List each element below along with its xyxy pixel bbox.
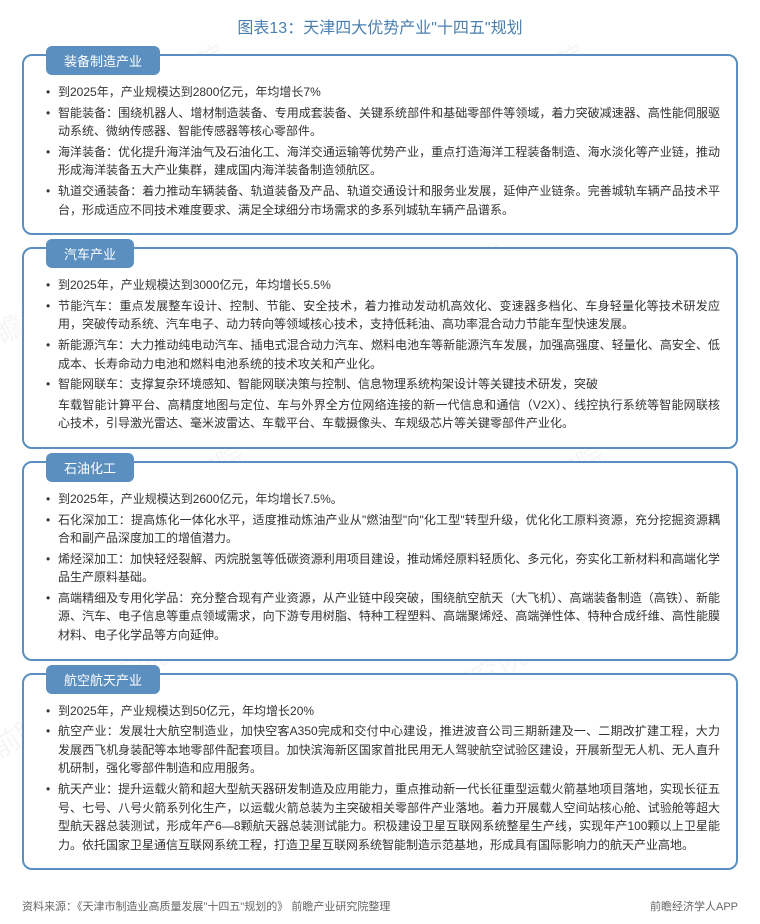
card-list: 到2025年，产业规模达到2800亿元，年均增长7% 智能装备：围绕机器人、增材制…	[40, 83, 720, 219]
list-item: 智能网联车：支撑复杂环境感知、智能网联决策与控制、信息物理系统构架设计等关键技术…	[44, 375, 720, 394]
cards-container: 装备制造产业到2025年，产业规模达到2800亿元，年均增长7%智能装备：围绕机…	[22, 54, 738, 870]
card-header: 装备制造产业	[46, 46, 160, 75]
list-item: 到2025年，产业规模达到2600亿元，年均增长7.5%。	[44, 490, 720, 509]
list-item: 海洋装备：优化提升海洋油气及石油化工、海洋交通运输等优势产业，重点打造海洋工程装…	[44, 143, 720, 180]
footer-app: 前瞻经济学人APP	[650, 898, 738, 914]
list-item: 烯烃深加工：加快轻烃裂解、丙烷脱氢等低碳资源利用项目建设，推动烯烃原料轻质化、多…	[44, 550, 720, 587]
card-list: 到2025年，产业规模达到3000亿元，年均增长5.5% 节能汽车：重点发展整车设…	[40, 276, 720, 394]
list-item-continuation: 车载智能计算平台、高精度地图与定位、车与外界全方位网络连接的新一代信息和通信（V…	[40, 396, 720, 433]
list-item: 节能汽车：重点发展整车设计、控制、节能、安全技术，着力推动发动机高效化、变速器多…	[44, 297, 720, 334]
list-item: 新能源汽车：大力推动纯电动汽车、插电式混合动力汽车、燃料电池车等新能源汽车发展，…	[44, 336, 720, 373]
list-item: 智能装备：围绕机器人、增材制造装备、专用成套装备、关键系统部件和基础零部件等领域…	[44, 104, 720, 141]
chart-title: 图表13：天津四大优势产业"十四五"规划	[22, 14, 738, 38]
industry-card: 石油化工到2025年，产业规模达到2600亿元，年均增长7.5%。石化深加工：提…	[22, 461, 738, 661]
footer-source: 资料来源：《天津市制造业高质量发展"十四五"规划的》 前瞻产业研究院整理	[22, 898, 390, 914]
list-item: 航天产业：提升运载火箭和超大型航天器研发制造及应用能力，重点推动新一代长征重型运…	[44, 780, 720, 854]
list-item: 轨道交通装备：着力推动车辆装备、轨道装备及产品、轨道交通设计和服务业发展，延伸产…	[44, 182, 720, 219]
card-header: 汽车产业	[46, 239, 134, 268]
list-item: 到2025年，产业规模达到50亿元，年均增长20%	[44, 702, 720, 721]
list-item: 到2025年，产业规模达到2800亿元，年均增长7%	[44, 83, 720, 102]
footer: 资料来源：《天津市制造业高质量发展"十四五"规划的》 前瞻产业研究院整理 前瞻经…	[0, 892, 760, 924]
industry-card: 航空航天产业到2025年，产业规模达到50亿元，年均增长20%航空产业：发展壮大…	[22, 673, 738, 871]
list-item: 石化深加工：提高炼化一体化水平，适度推动炼油产业从"燃油型"向"化工型"转型升级…	[44, 511, 720, 548]
card-list: 到2025年，产业规模达到2600亿元，年均增长7.5%。石化深加工：提高炼化一…	[40, 490, 720, 645]
list-item: 航空产业：发展壮大航空制造业，加快空客A350完成和交付中心建设，推进波音公司三…	[44, 722, 720, 778]
card-list: 到2025年，产业规模达到50亿元，年均增长20%航空产业：发展壮大航空制造业，…	[40, 702, 720, 855]
industry-card: 装备制造产业到2025年，产业规模达到2800亿元，年均增长7%智能装备：围绕机…	[22, 54, 738, 235]
card-header: 航空航天产业	[46, 665, 160, 694]
industry-card: 汽车产业到2025年，产业规模达到3000亿元，年均增长5.5%节能汽车：重点发…	[22, 247, 738, 449]
card-header: 石油化工	[46, 453, 134, 482]
list-item: 高端精细及专用化学品：充分整合现有产业资源，从产业链中段突破，围绕航空航天（大飞…	[44, 589, 720, 645]
page-content: 图表13：天津四大优势产业"十四五"规划 装备制造产业到2025年，产业规模达到…	[0, 0, 760, 892]
list-item: 到2025年，产业规模达到3000亿元，年均增长5.5%	[44, 276, 720, 295]
